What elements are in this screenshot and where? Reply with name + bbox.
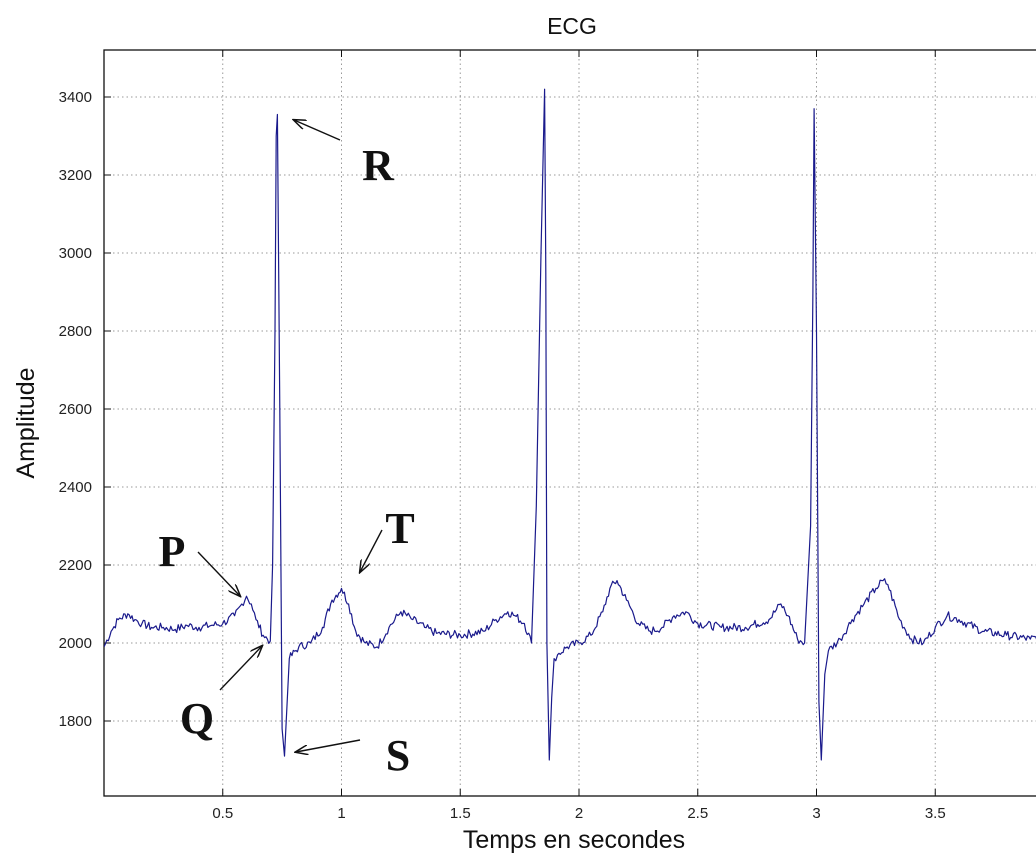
x-tick-label: 2.5	[687, 805, 708, 822]
grid	[104, 50, 1036, 796]
wave-label-q: Q	[180, 694, 214, 743]
y-tick-label: 3400	[59, 89, 92, 106]
x-axis: 0.5 1 1.5 2 2.5 3 3.5	[212, 50, 946, 822]
y-tick-label: 1800	[59, 713, 92, 730]
wave-label-p: P	[159, 527, 186, 576]
arrow-r	[294, 120, 341, 141]
wave-label-r: R	[362, 141, 395, 190]
plot-frame	[103, 49, 1036, 797]
x-tick-label: 2	[575, 805, 583, 822]
x-tick-label: 3	[812, 805, 820, 822]
y-tick-label: 2800	[59, 323, 92, 340]
x-tick-label: 0.5	[212, 805, 233, 822]
y-tick-label: 2600	[59, 401, 92, 418]
x-tick-label: 1	[337, 805, 345, 822]
x-axis-label: Temps en secondes	[463, 826, 685, 854]
arrow-p	[197, 551, 240, 596]
y-tick-label: 3200	[59, 167, 92, 184]
y-tick-label: 2200	[59, 557, 92, 574]
arrow-t	[360, 529, 383, 572]
x-tick-label: 1.5	[450, 805, 471, 822]
arrow-q	[219, 646, 262, 691]
y-tick-label: 2400	[59, 479, 92, 496]
y-tick-label: 2000	[59, 635, 92, 652]
y-axis: 1800 2000 2200 2400 2600 2800 3000 3200 3400	[59, 89, 111, 730]
wave-annotations: P Q R S T	[159, 120, 415, 780]
arrow-s	[296, 739, 361, 752]
x-tick-label: 3.5	[925, 805, 946, 822]
wave-label-t: T	[385, 504, 414, 553]
ecg-series-line	[104, 88, 1036, 761]
wave-label-s: S	[386, 731, 410, 780]
chart-title: ECG	[547, 13, 597, 39]
y-axis-label: Amplitude	[12, 367, 40, 478]
y-tick-label: 3000	[59, 245, 92, 262]
